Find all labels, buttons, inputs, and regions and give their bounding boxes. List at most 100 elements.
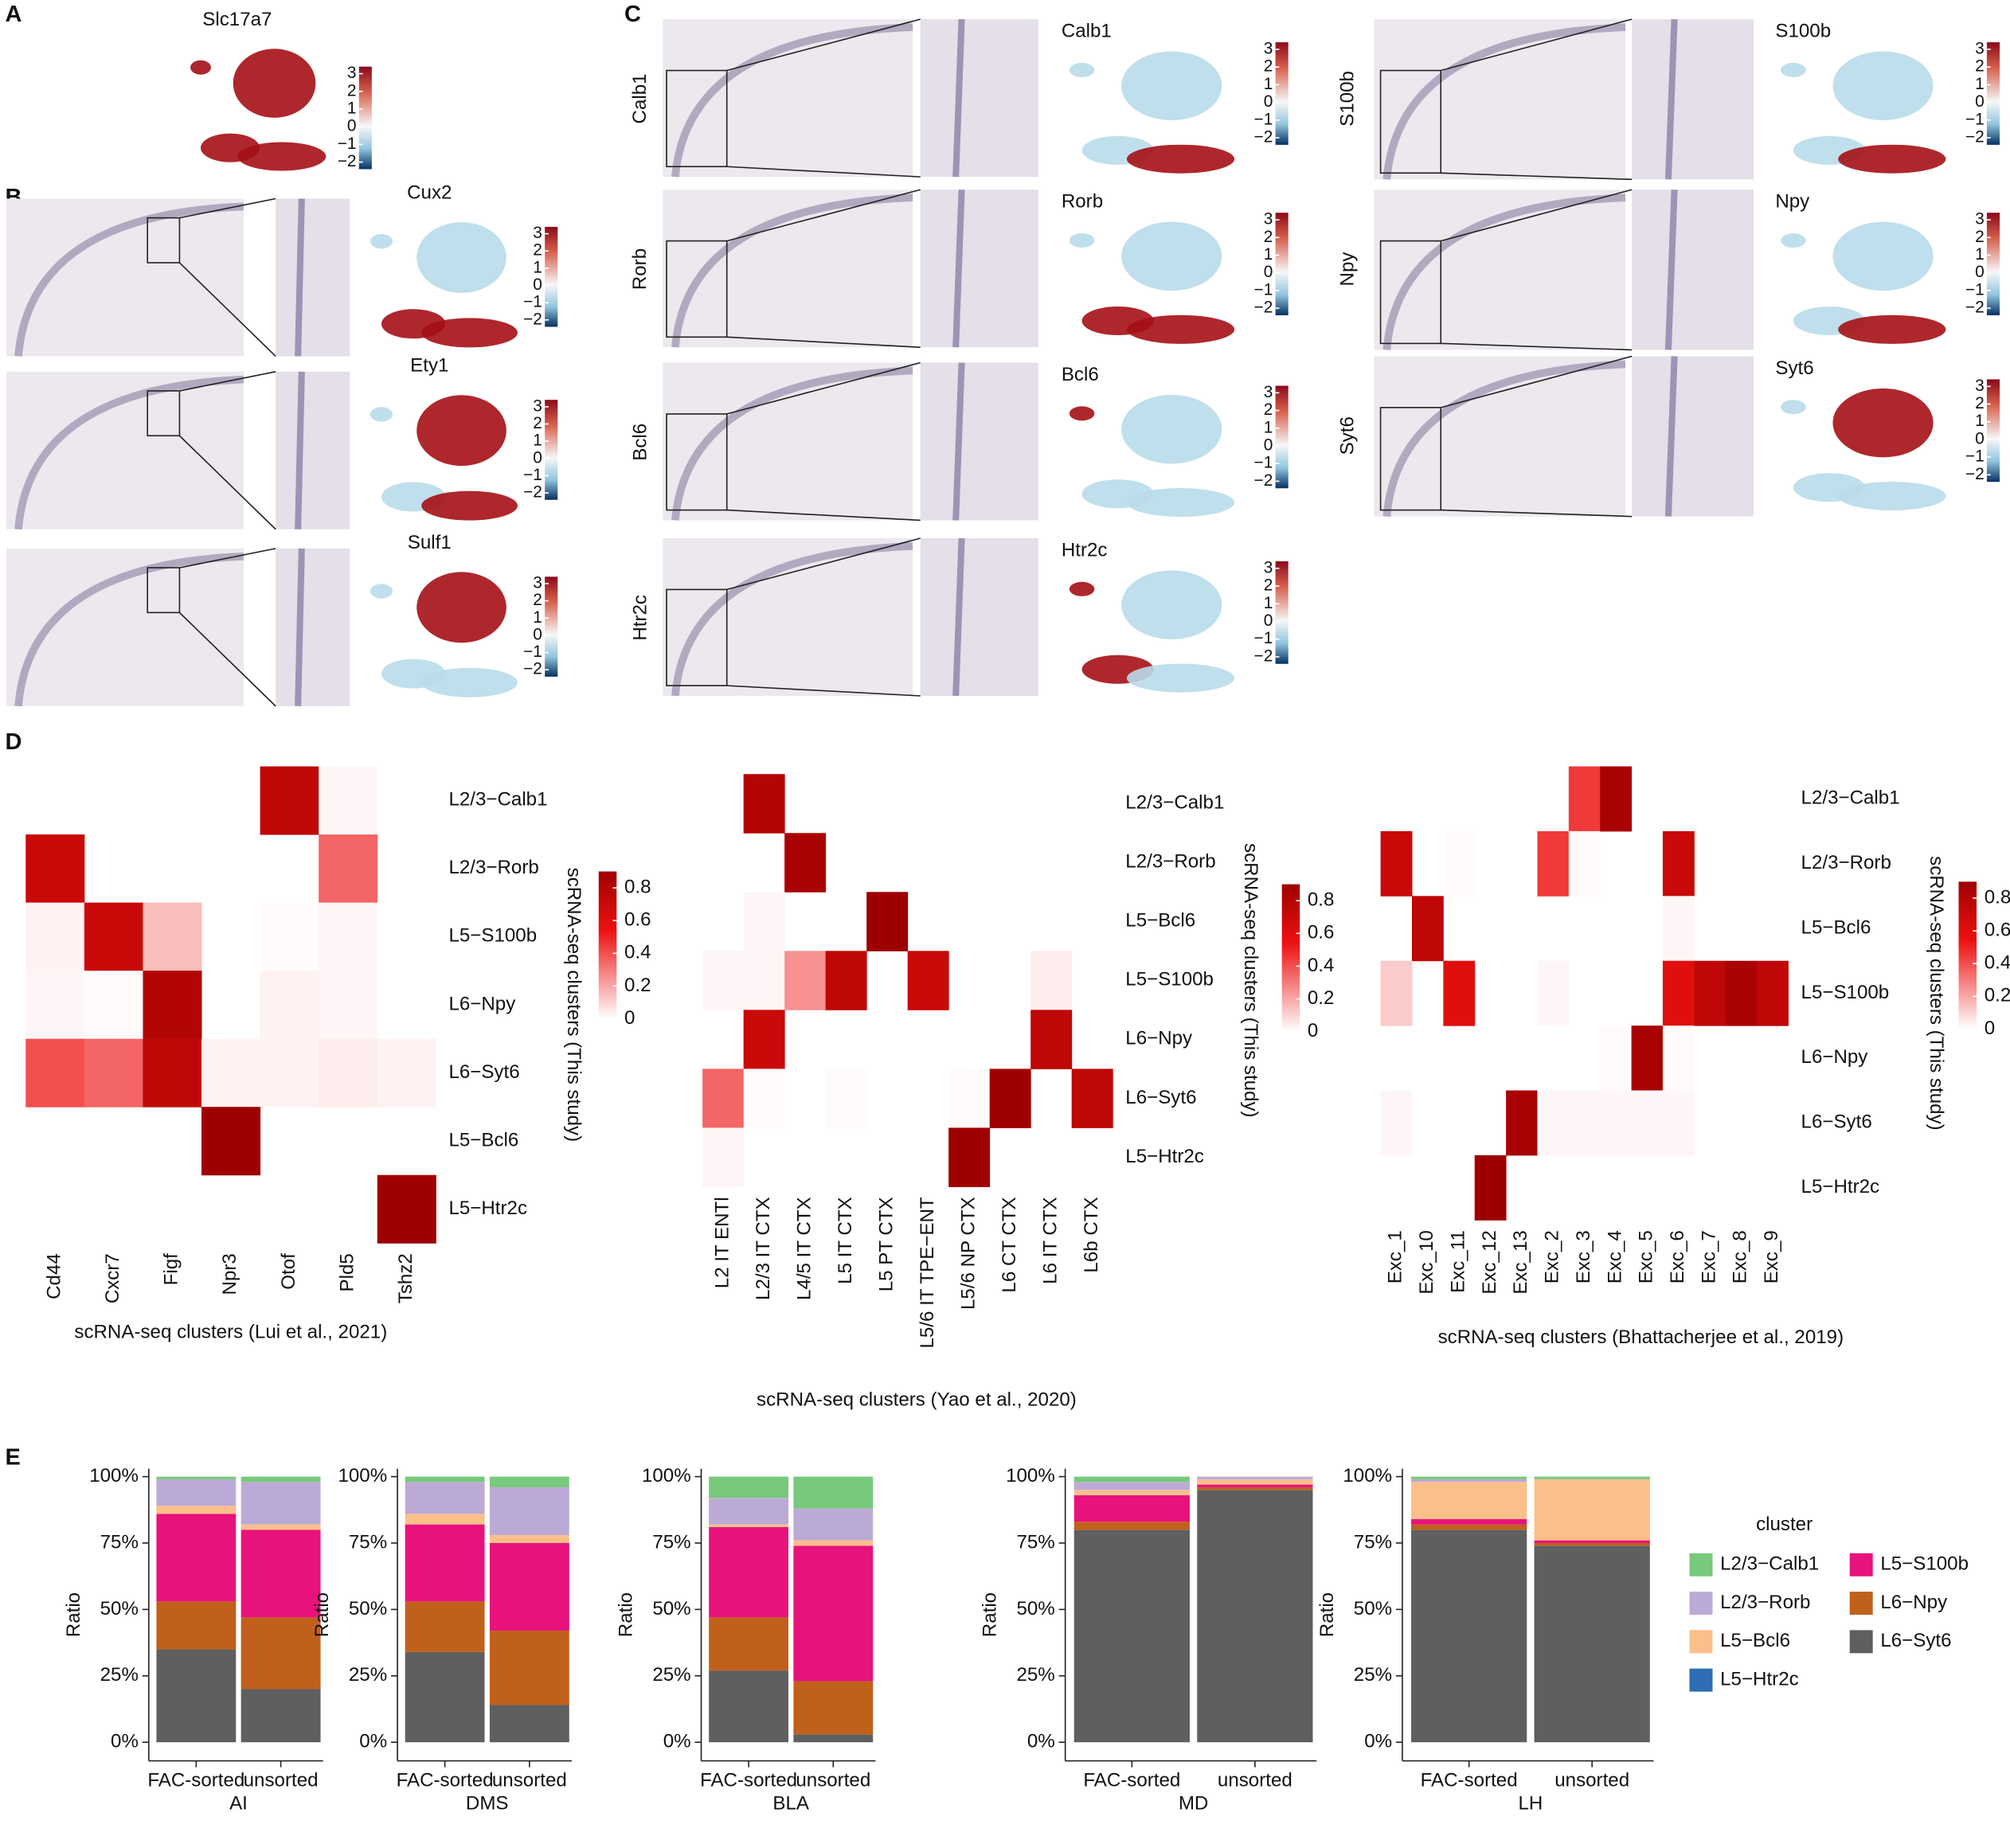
scale-tick-label: −1 (1965, 447, 1985, 466)
legend-label: L6−Npy (1880, 1592, 1948, 1613)
zoom-line (1441, 189, 1633, 242)
column-label: Exc_6 (1667, 1230, 1688, 1283)
heatmap-cell (743, 774, 785, 834)
umap-cluster (233, 49, 316, 118)
legend-swatch (1849, 1630, 1873, 1654)
bar-segment (1073, 1530, 1190, 1743)
legend-swatch (1849, 1592, 1873, 1616)
scale-tick-label: 1 (347, 100, 357, 118)
x-axis-label: DMS (466, 1793, 509, 1815)
column-label: L6b CTX (1081, 1197, 1102, 1272)
y-tick-label: 25% (349, 1664, 387, 1686)
heatmap-cell (319, 1038, 378, 1108)
column-label: Exc_8 (1730, 1230, 1751, 1283)
umap-cluster (1126, 488, 1235, 518)
umap-cluster (370, 233, 393, 249)
umap-cluster (1069, 62, 1095, 77)
x-tick-label: FAC-sorted (397, 1770, 494, 1791)
bar-segment (240, 1617, 321, 1690)
umap-cluster (1069, 581, 1095, 596)
bar-segment (405, 1651, 485, 1743)
column-label: Exc_3 (1573, 1230, 1594, 1283)
bar-segment (156, 1476, 237, 1479)
umap-plot (1781, 388, 1946, 511)
scale-tick-label: −2 (338, 152, 357, 170)
heatmap-cell (1506, 1090, 1538, 1156)
bar-segment (709, 1526, 789, 1618)
color-scale (1275, 213, 1289, 315)
y-tick-label: 50% (100, 1598, 139, 1619)
y-axis-label: scRNA-seq clusters (This study) (563, 868, 585, 1143)
scale-tick-label: 2 (1264, 576, 1273, 595)
bar-segment (489, 1705, 569, 1743)
heatmap-cell (1380, 1090, 1413, 1156)
color-scale (1986, 213, 2000, 315)
y-tick-label: 25% (1016, 1664, 1054, 1686)
scale-tick-label: 0.6 (1308, 922, 1335, 944)
color-scale (358, 66, 372, 170)
scale-tick-label: 0.6 (1985, 919, 2010, 940)
ish-layer (14, 375, 244, 530)
scale-tick-label: 0 (1975, 92, 1985, 111)
y-axis-label: scRNA-seq clusters (This study) (1926, 856, 1947, 1131)
row-label: L6−Syt6 (1125, 1087, 1196, 1108)
y-tick-label: 25% (100, 1664, 139, 1686)
heatmap-cell (702, 1069, 745, 1128)
row-label: L5−S100b (1125, 969, 1214, 990)
bar-segment (709, 1670, 789, 1743)
heatmap-cell (1568, 766, 1601, 832)
scale-tick-label: 3 (533, 573, 542, 592)
scale-tick-label: −1 (1254, 629, 1273, 647)
y-tick-label: 25% (1354, 1664, 1392, 1686)
x-tick-label: FAC-sorted (1083, 1770, 1180, 1791)
ish-inset-layer (295, 198, 305, 357)
scale-tick-label: −2 (1965, 128, 1985, 147)
bar-segment (1197, 1490, 1313, 1743)
zoom-line (726, 18, 921, 72)
column-label: L6 CT CTX (999, 1197, 1020, 1292)
scale-tick-label: −2 (1254, 299, 1273, 317)
color-scale (545, 226, 558, 327)
legend-swatch (1689, 1553, 1713, 1576)
scale-tick-label: 1 (533, 432, 542, 450)
row-label: L2/3−Calb1 (1125, 792, 1224, 814)
bar-segment (793, 1681, 874, 1735)
panel-label: D (6, 729, 22, 755)
column-label: L2 IT ENTl (711, 1197, 733, 1288)
ish-layer (671, 193, 913, 348)
bar-segment (1534, 1476, 1650, 1479)
column-label: Exc_9 (1761, 1230, 1782, 1283)
scale-tick-label: −1 (1965, 280, 1985, 299)
scale-tick-label: −2 (523, 483, 542, 502)
scale-tick-label: 0 (533, 625, 542, 643)
y-axis-label: Ratio (1316, 1592, 1338, 1637)
column-label: L2/3 IT CTX (753, 1197, 774, 1300)
zoom-box (147, 390, 181, 437)
bar-segment (1073, 1482, 1190, 1491)
zoom-line (726, 537, 921, 591)
bar-segment (405, 1601, 485, 1652)
y-tick-label: 75% (652, 1531, 690, 1553)
scale-tick-label: 0 (1975, 263, 1985, 281)
umap-plot (370, 572, 518, 697)
scale-tick-label: 2 (1975, 228, 1985, 246)
scale-tick-label: 3 (1264, 383, 1273, 401)
scale-tick-label: 2 (533, 591, 542, 609)
ish-inset (1632, 19, 1754, 180)
y-tick-label: 75% (1016, 1531, 1054, 1553)
column-label: L5/6 NP CTX (957, 1197, 979, 1310)
heatmap-cell (1631, 1026, 1664, 1091)
bar-segment (156, 1649, 237, 1743)
scale-tick-label: 2 (1264, 228, 1273, 246)
column-label: Exc_5 (1636, 1230, 1657, 1283)
x-tick-label: unsorted (492, 1770, 567, 1791)
heatmap-cell (1537, 1090, 1570, 1156)
gene-label: Ety1 (410, 355, 448, 377)
gene-label: Bcl6 (1062, 364, 1099, 385)
scale-tick-label: 3 (533, 224, 542, 242)
umap-plot (370, 222, 518, 348)
umap-cluster (370, 407, 393, 422)
zoom-line (726, 189, 921, 242)
scale-tick-label: 0 (624, 1007, 635, 1029)
y-axis-label: Ratio (616, 1592, 637, 1637)
